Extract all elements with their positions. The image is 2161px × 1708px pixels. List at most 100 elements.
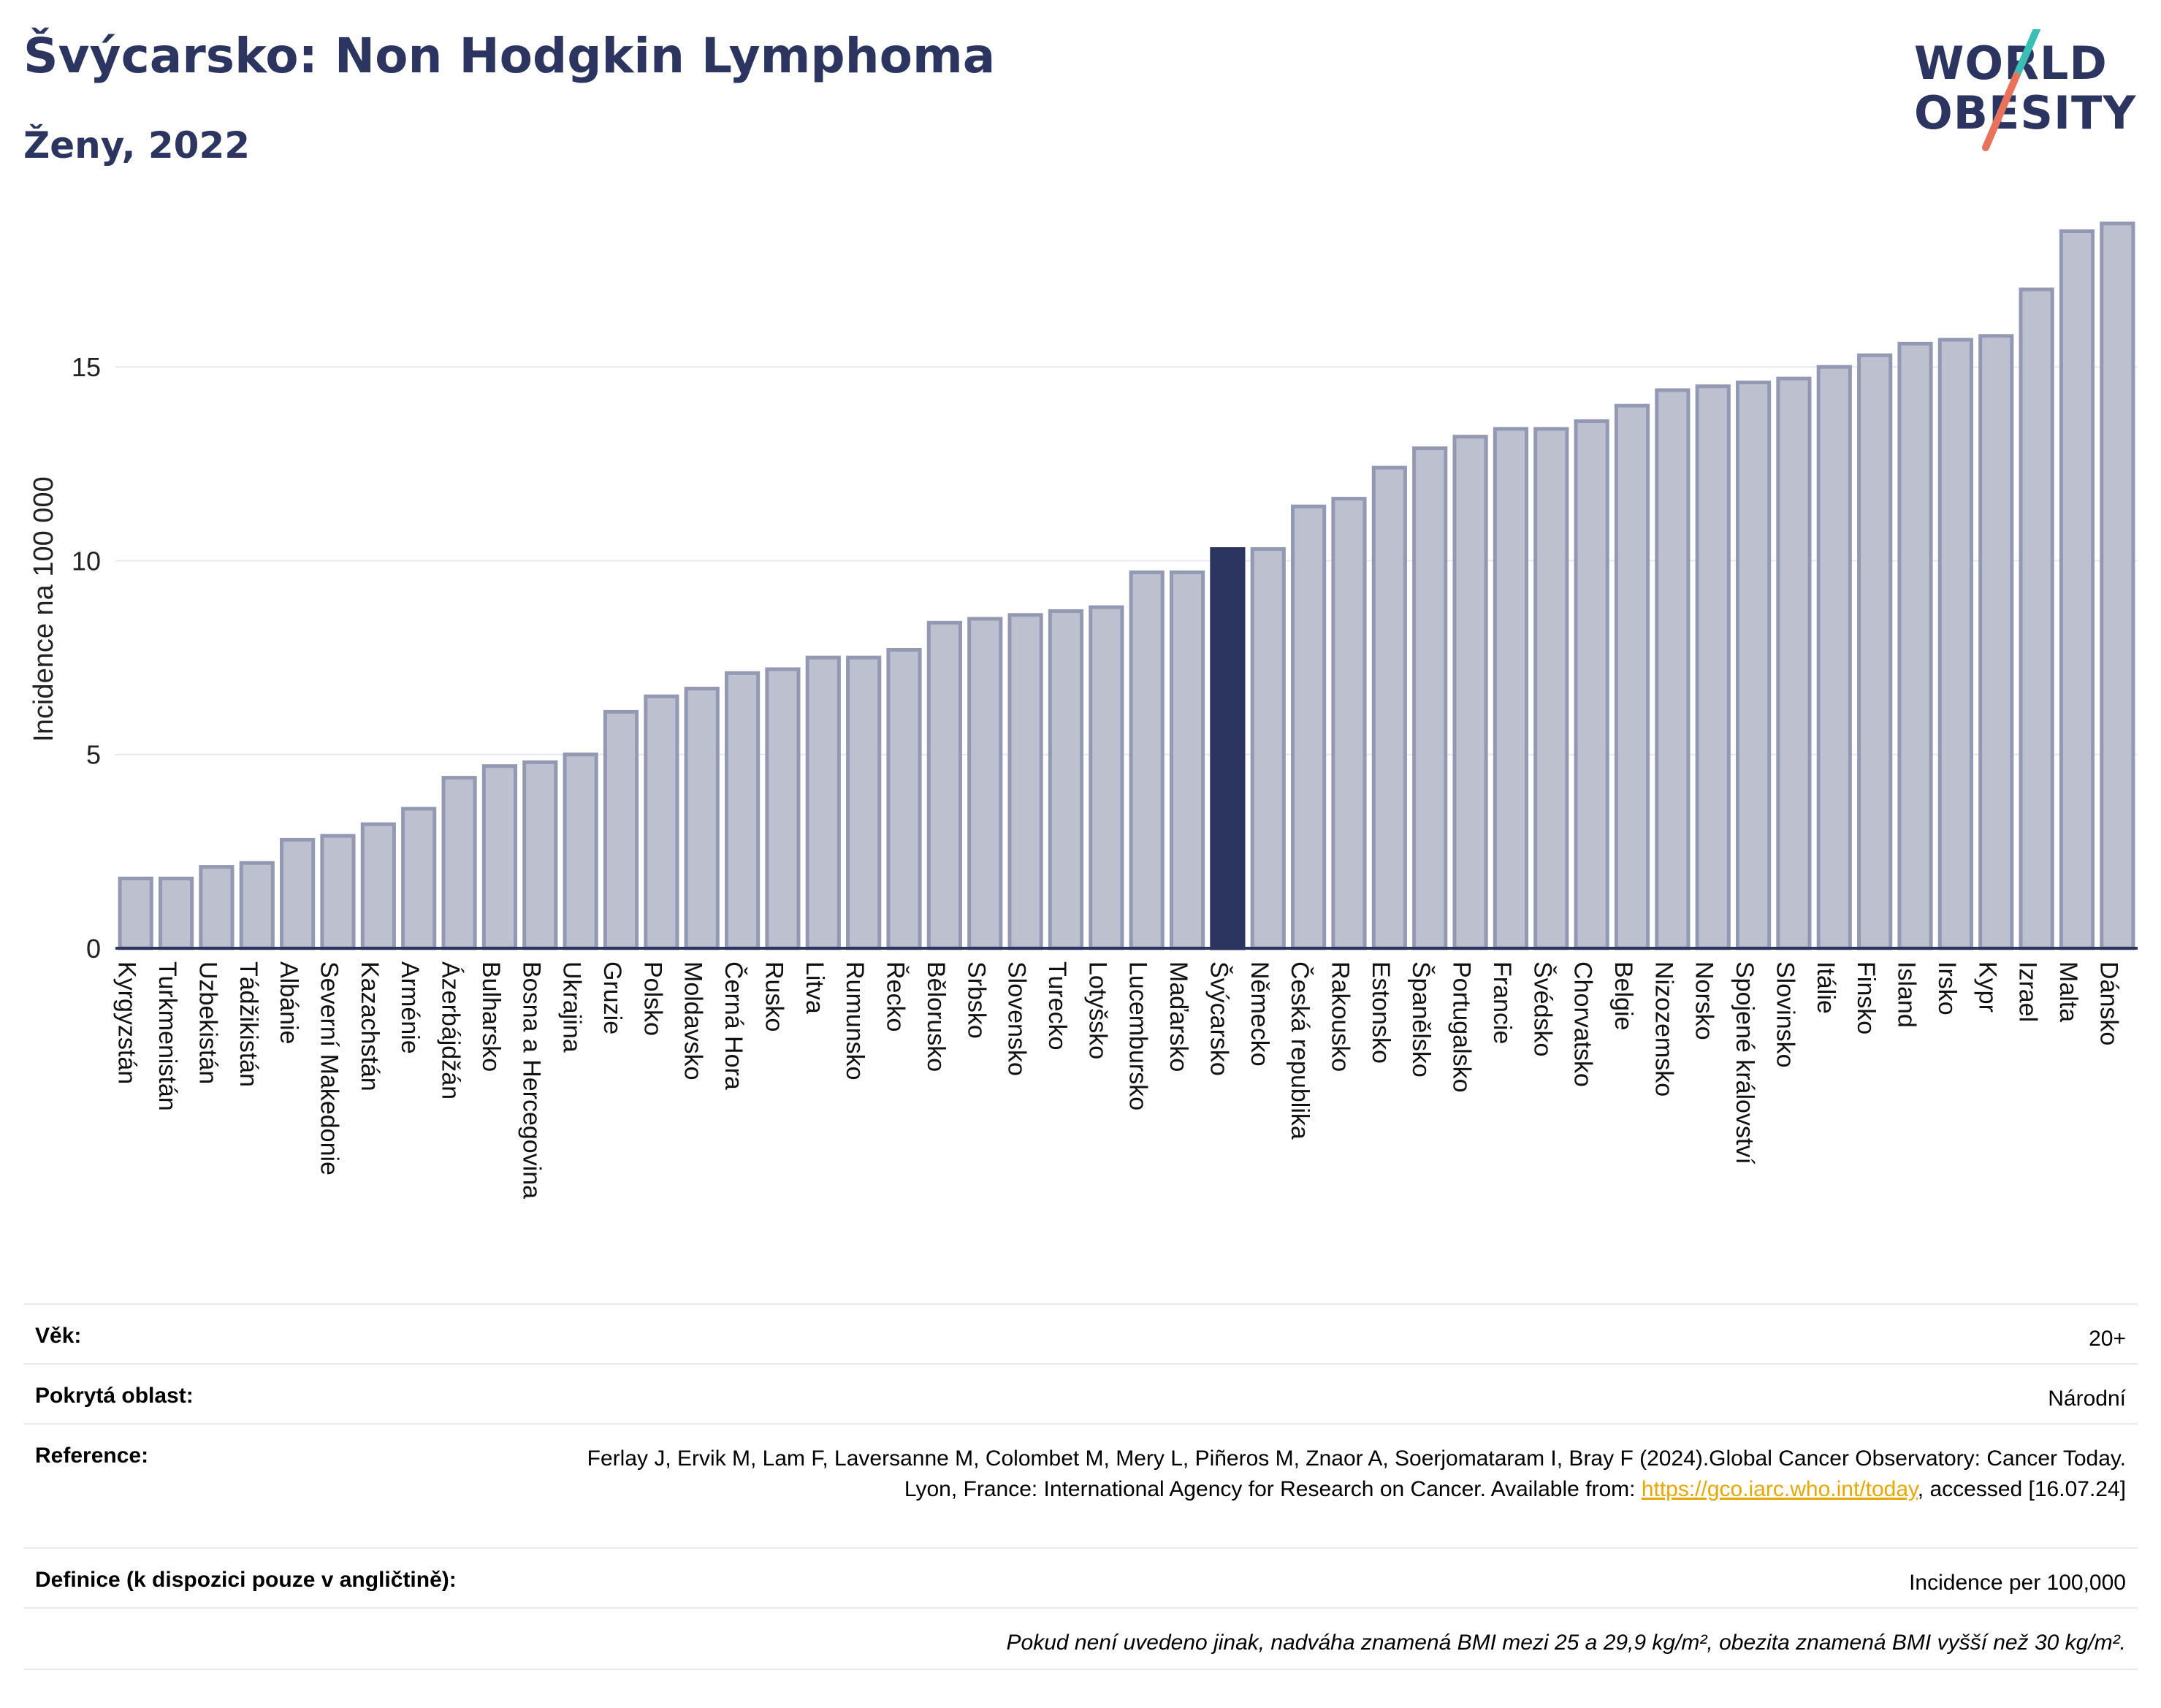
bar-Slovinsko[interactable] [1776, 376, 1812, 950]
bar-Litva[interactable] [805, 655, 841, 950]
x-tick-label: Ukrajina [558, 961, 586, 1053]
x-tick-labels: Kyrgyzstán Turkmenistán Uzbekistán Tádžikis… [113, 961, 2123, 1199]
coverage-label: Pokrytá oblast: [35, 1384, 194, 1408]
x-tick-label: Ázerbájdžán [437, 961, 465, 1099]
bar-Malta[interactable] [2059, 229, 2095, 950]
x-tick-label: Spojené království [1731, 961, 1758, 1164]
info-row-reference: Reference: Ferlay J, Ervik M, Lam F, Lav… [23, 1423, 2138, 1547]
page-title: Švýcarsko: Non Hodgkin Lymphoma [23, 28, 996, 84]
bar-Německo[interactable] [1250, 547, 1286, 950]
x-tick-label: Belgie [1609, 961, 1637, 1031]
bar-Dánsko[interactable] [2100, 221, 2135, 950]
x-tick-label: Rumunsko [841, 961, 869, 1080]
bar-Lucembursko[interactable] [1129, 570, 1165, 950]
bar-Estonsko[interactable] [1371, 465, 1407, 950]
x-tick-label: Moldavsko [679, 961, 707, 1080]
bar-Chorvatsko[interactable] [1574, 419, 1609, 950]
bar-Turecko[interactable] [1048, 609, 1084, 950]
age-value: 20+ [2089, 1327, 2126, 1351]
bar-Bělorusko[interactable] [926, 620, 962, 950]
x-tick-label: Švédsko [1528, 961, 1556, 1056]
footnote: Pokud není uvedeno jinak, nadváha znamen… [1006, 1631, 2127, 1655]
x-tick-label: Izrael [2014, 961, 2042, 1022]
bar-Turkmenistán[interactable] [158, 877, 194, 950]
bar-Lotyšsko[interactable] [1089, 605, 1124, 950]
bar-Ukrajina[interactable] [563, 752, 598, 950]
bar-Řecko[interactable] [886, 647, 922, 950]
bar-Česká republika[interactable] [1291, 504, 1327, 950]
bar-Finsko[interactable] [1857, 353, 1893, 950]
info-row-age: Věk: 20+ [23, 1303, 2138, 1363]
y-tick-labels: 0 5 10 15 [72, 352, 101, 964]
x-tick-label: Gruzie [598, 961, 626, 1034]
bar-Bosna a Hercegovina[interactable] [522, 760, 558, 950]
bar-Spojené království[interactable] [1735, 380, 1772, 950]
x-tick-label: Itálie [1812, 961, 1840, 1014]
page-subtitle: Ženy, 2022 [23, 124, 251, 167]
definition-label: Definice (k dispozici pouze v angličtině… [35, 1568, 457, 1592]
bar-Belgie[interactable] [1614, 403, 1650, 950]
bar-Irsko[interactable] [1937, 338, 1973, 950]
reference-link[interactable]: https://gco.iarc.who.int/today [1641, 1477, 1918, 1501]
x-tick-label: Francie [1488, 961, 1516, 1044]
bar-Kyrgyzstán[interactable] [118, 877, 153, 950]
x-tick-label: Černá Hora [720, 961, 747, 1090]
logo-line-2: OBESITY [1914, 86, 2137, 140]
x-tick-label: Malta [2054, 961, 2082, 1022]
info-row-definition: Definice (k dispozici pouze v angličtině… [23, 1547, 2138, 1607]
bar-Rakousko[interactable] [1331, 497, 1367, 950]
bar-Černá Hora[interactable] [724, 671, 761, 950]
x-tick-label: Španělsko [1407, 961, 1435, 1078]
info-row-footnote: Pokud není uvedeno jinak, nadváha znamen… [23, 1607, 2138, 1670]
bar-Francie[interactable] [1493, 427, 1529, 950]
bar-Norsko[interactable] [1695, 384, 1731, 950]
bar-Rusko[interactable] [765, 667, 801, 950]
reference-text: Ferlay J, Ervik M, Lam F, Laversanne M, … [587, 1446, 2126, 1501]
bar-Portugalsko[interactable] [1452, 435, 1488, 950]
bar-Švýcarsko[interactable] [1210, 547, 1246, 950]
x-tick-label: Německo [1246, 961, 1273, 1067]
bar-Island[interactable] [1897, 341, 1933, 950]
bar-Nizozemsko[interactable] [1655, 388, 1691, 950]
x-tick-label: Turecko [1043, 961, 1071, 1051]
x-tick-label: Kyrgyzstán [113, 961, 141, 1084]
bar-Moldavsko[interactable] [684, 687, 720, 950]
bar-Kypr[interactable] [1978, 334, 2014, 950]
x-tick-label: Česká republika [1286, 961, 1314, 1140]
x-tick-label: Slovensko [1003, 961, 1031, 1076]
bar-Arménie[interactable] [401, 807, 437, 950]
bar-Polsko[interactable] [644, 694, 679, 950]
x-tick-label: Bosna a Hercegovina [517, 961, 545, 1199]
age-label: Věk: [35, 1324, 82, 1348]
x-tick-label: Bulharsko [477, 961, 505, 1072]
bar-Maďarsko[interactable] [1169, 570, 1205, 950]
bar-Srbsko[interactable] [967, 617, 1003, 950]
y-tick-label: 15 [72, 352, 101, 382]
bar-Španělsko[interactable] [1412, 446, 1448, 950]
x-tick-label: Irsko [1933, 961, 1961, 1015]
bar-Tádžikistán[interactable] [239, 861, 275, 950]
bar-Albánie[interactable] [280, 837, 316, 950]
bar-Švédsko[interactable] [1533, 427, 1569, 950]
bars [115, 221, 2138, 950]
x-tick-label: Rakousko [1326, 961, 1354, 1072]
info-row-coverage: Pokrytá oblast: Národní [23, 1363, 2138, 1423]
bar-Ázerbájdžán[interactable] [441, 776, 477, 950]
x-tick-label: Litva [801, 961, 828, 1014]
bar-Itálie[interactable] [1816, 365, 1852, 950]
y-tick-label: 5 [86, 740, 101, 770]
reference-label: Reference: [35, 1444, 149, 1468]
bar-Slovensko[interactable] [1007, 613, 1043, 950]
bar-Uzbekistán[interactable] [199, 865, 235, 950]
bar-Kazachstán[interactable] [360, 822, 396, 950]
bar-Bulharsko[interactable] [481, 764, 518, 950]
bar-Gruzie[interactable] [603, 709, 639, 950]
x-tick-label: Finsko [1852, 961, 1880, 1034]
bar-Rumunsko[interactable] [846, 655, 882, 950]
x-tick-label: Tádžikistán [235, 961, 262, 1087]
reference-value: Ferlay J, Ervik M, Lam F, Laversanne M, … [555, 1444, 2126, 1505]
y-tick-label: 10 [72, 546, 101, 576]
coverage-value: Národní [2048, 1387, 2126, 1411]
bar-Severní Makedonie[interactable] [320, 834, 356, 950]
bar-Izrael[interactable] [2019, 287, 2054, 950]
